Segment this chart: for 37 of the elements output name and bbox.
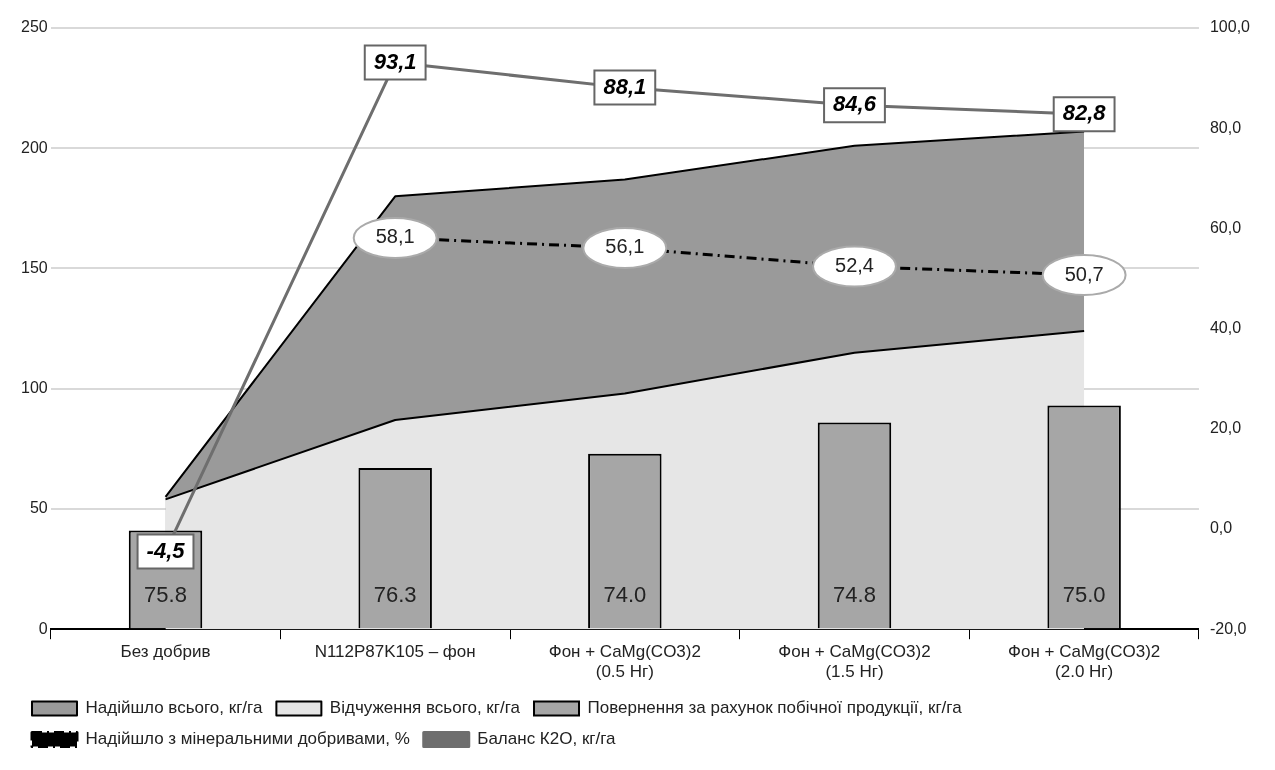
y2-tick-label: 0,0 (1209, 519, 1233, 537)
x-tick-label: Фон + CaMg(CO3)2 (0.5 Нг) (548, 642, 701, 682)
data-label: 52,4 (835, 253, 874, 276)
x-tick-label: Без добрив (120, 642, 211, 662)
data-label: 56,1 (605, 235, 645, 258)
y2-tick-label: 60,0 (1209, 218, 1242, 236)
data-label: 84,6 (833, 91, 877, 117)
y-tick-label: 150 (20, 258, 48, 276)
annotation: 75.0 (1062, 582, 1106, 608)
x-tick-label: N112P87K105 – фон (314, 642, 476, 662)
x-tick-label: Фон + CaMg(CO3)2 (2.0 Нг) (1008, 642, 1161, 682)
legend-label: Повернення за рахунок побічної продукції, кг/га (587, 698, 963, 718)
annotation: 76.3 (373, 582, 417, 608)
data-label: 50,7 (1064, 262, 1104, 285)
data-label: 58,1 (375, 225, 415, 248)
annotation: 74.8 (833, 582, 876, 608)
y-tick-label: 200 (20, 138, 48, 156)
y2-tick-label: 20,0 (1209, 419, 1242, 437)
y-tick-label: 0 (38, 619, 48, 637)
x-tick-label: Фон + CaMg(CO3)2 (1.5 Нг) (778, 642, 931, 682)
annotation: 74.0 (603, 582, 647, 608)
data-label: 88,1 (603, 73, 647, 99)
data-label: -4,5 (146, 537, 186, 563)
data-label: 82,8 (1062, 100, 1107, 126)
y-tick-label: 100 (20, 379, 48, 397)
legend-label: Відчуження всього, кг/га (329, 698, 521, 718)
data-label: 93,1 (373, 48, 417, 74)
y-tick-label: 250 (20, 18, 48, 36)
y2-tick-label: -20,0 (1209, 619, 1247, 637)
legend-label: Баланс К2О, кг/га (477, 729, 617, 749)
legend-label: Надійшло всього, кг/га (85, 698, 263, 718)
legend-label: Надійшло з мінеральними добривами, % (85, 729, 410, 749)
y2-tick-label: 80,0 (1209, 118, 1242, 136)
y2-tick-label: 100,0 (1209, 18, 1251, 36)
y-tick-label: 50 (29, 499, 48, 517)
y2-tick-label: 40,0 (1209, 319, 1242, 337)
annotation: 75.8 (144, 582, 187, 608)
